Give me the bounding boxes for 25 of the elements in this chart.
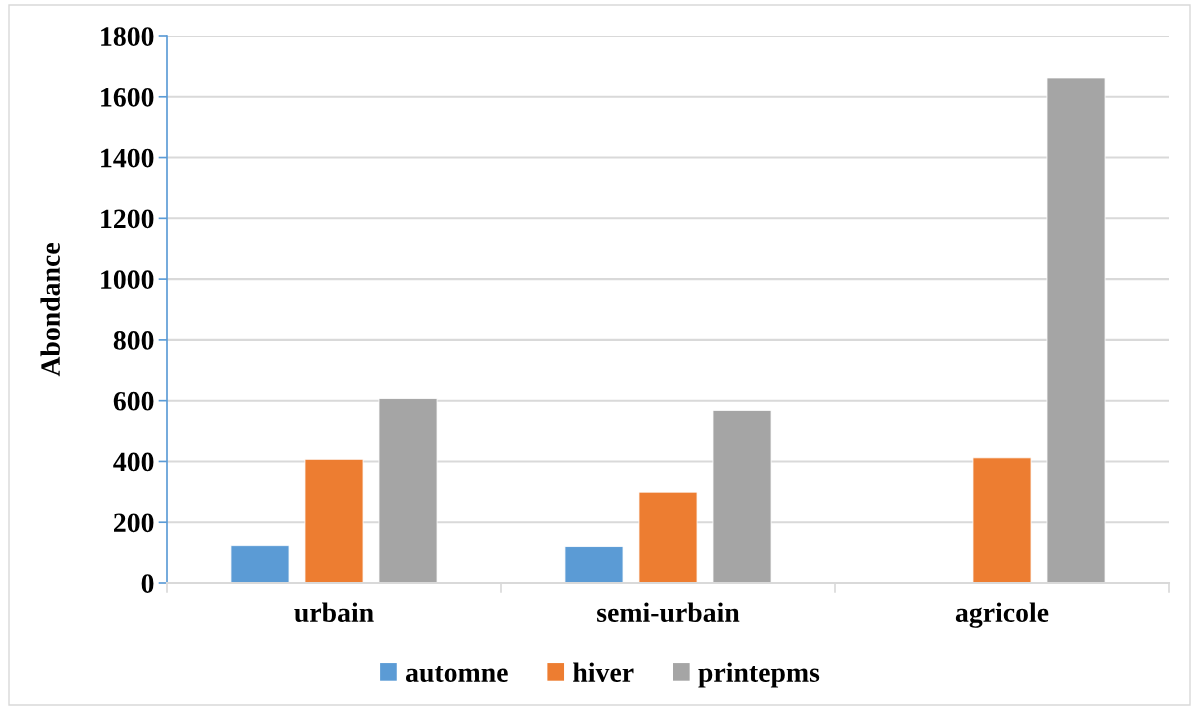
bar [712,409,772,583]
x-tick-label: semi-urbain [597,602,740,623]
x-tick-label: agricole [955,602,1049,628]
legend-label: printepms [698,662,820,688]
legend-label: automne [405,666,508,683]
y-axis-title: Abondance [40,243,60,377]
bar [304,458,364,583]
y-tick-label: 1600 [101,87,154,107]
y-tick-label: 800 [113,331,154,350]
y-tick-label: 200 [114,513,154,533]
bar [1046,77,1106,583]
bar [972,457,1032,583]
y-tick-label: 400 [113,452,154,472]
y-tick-label: 1800 [101,27,154,46]
y-tick-label: 1400 [101,148,154,168]
y-tick-label: 1000 [101,270,154,290]
legend-label: hiver [573,662,634,682]
y-tick-label: 0 [141,574,154,593]
bar [638,491,698,583]
bar [564,546,624,583]
bar [378,398,438,583]
bar [230,545,290,583]
y-tick-label: 600 [113,391,154,411]
x-tick-label: urbain [294,602,374,623]
y-tick-label: 1200 [101,209,154,229]
